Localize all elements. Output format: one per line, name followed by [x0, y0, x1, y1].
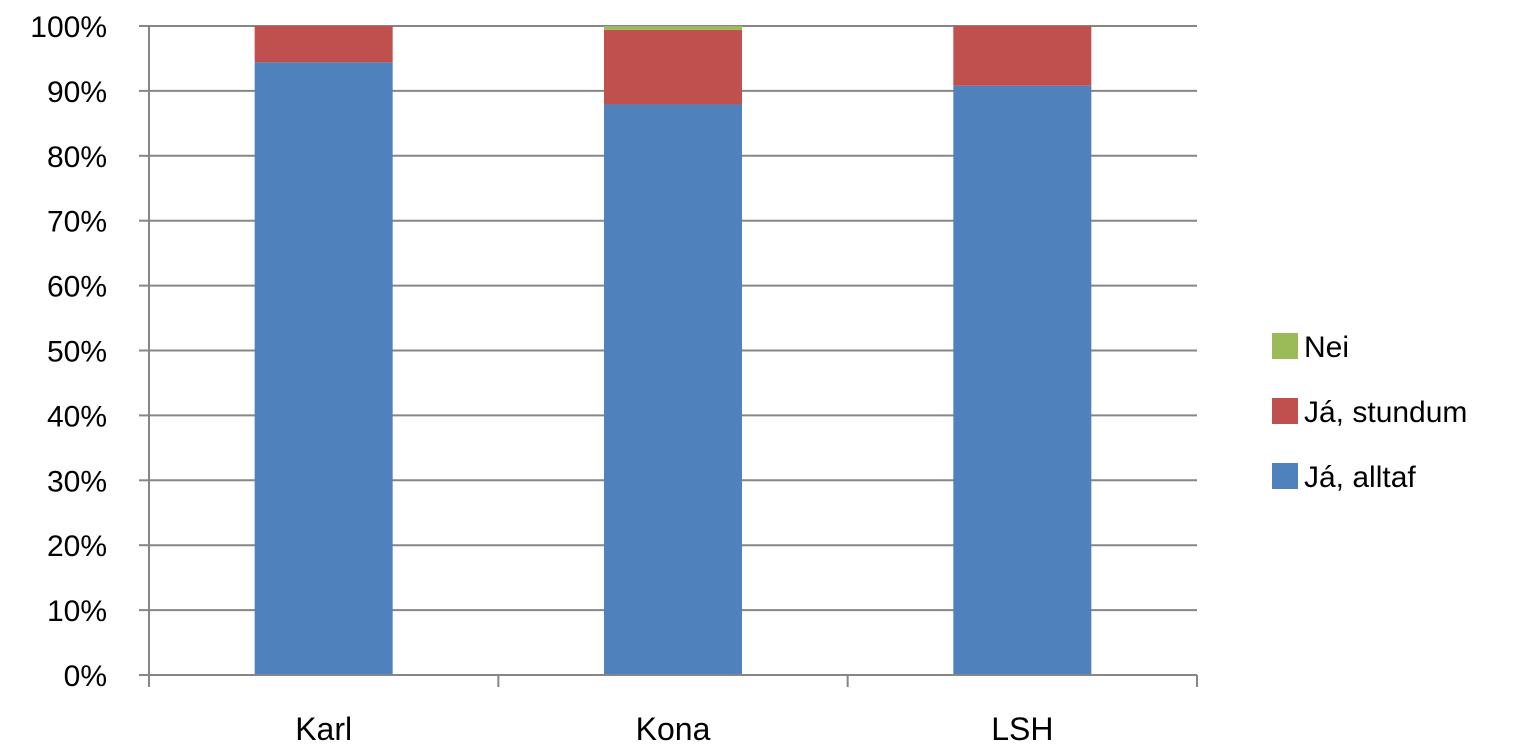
y-tick-label: 70%: [47, 206, 107, 239]
bar-segment: [604, 104, 742, 676]
y-tick-label: 60%: [47, 271, 107, 304]
bar-segment: [953, 26, 1092, 86]
y-axis-ticks: 0% 10% 20% 30% 40% 50% 60% 70% 80% 90% 100%: [30, 11, 149, 693]
y-tick-label: 30%: [47, 465, 107, 498]
legend-label: Já, alltaf: [1304, 461, 1416, 494]
y-tick-label: 50%: [47, 336, 107, 369]
bar-segment: [254, 26, 393, 63]
legend-label: Nei: [1304, 331, 1349, 364]
x-tick-label: Kona: [636, 711, 711, 747]
bar-segment: [604, 29, 742, 105]
y-tick-label: 40%: [47, 400, 107, 433]
legend-swatch: [1272, 463, 1298, 489]
bar-segment: [254, 62, 393, 676]
legend: Nei Já, stundum Já, alltaf: [1272, 331, 1467, 494]
x-tick-label: Karl: [295, 711, 352, 747]
legend-label: Já, stundum: [1304, 396, 1467, 429]
legend-swatch: [1272, 398, 1298, 424]
bar-segment: [953, 85, 1092, 675]
y-tick-label: 0%: [64, 660, 107, 693]
bars: [254, 26, 1092, 676]
x-tick-label: LSH: [991, 711, 1053, 747]
x-axis-ticks: Karl Kona LSH: [148, 675, 1198, 747]
y-tick-label: 90%: [47, 76, 107, 109]
y-tick-label: 10%: [47, 595, 107, 628]
y-tick-label: 100%: [30, 11, 107, 44]
bar-segment: [604, 26, 742, 30]
y-tick-label: 20%: [47, 530, 107, 563]
y-tick-label: 80%: [47, 141, 107, 174]
legend-swatch: [1272, 333, 1298, 359]
